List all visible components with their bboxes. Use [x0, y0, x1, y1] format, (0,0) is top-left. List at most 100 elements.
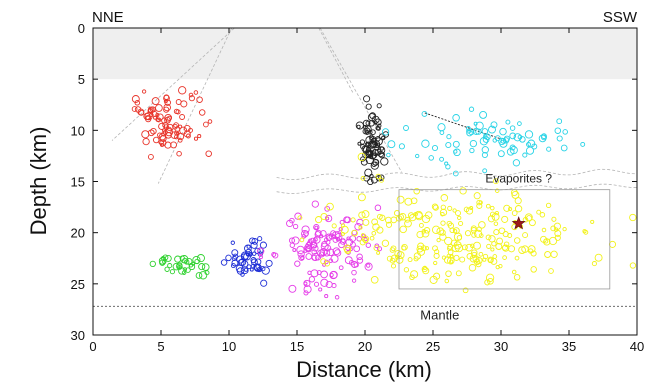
data-point	[433, 260, 438, 266]
data-point	[179, 126, 188, 135]
data-point	[424, 246, 429, 251]
data-point	[479, 110, 488, 119]
data-point	[466, 253, 474, 260]
data-point	[164, 128, 174, 137]
data-point	[166, 123, 174, 132]
data-point	[452, 227, 460, 235]
data-point	[308, 276, 316, 283]
data-point	[297, 215, 303, 221]
data-point	[351, 278, 357, 283]
data-point	[359, 239, 366, 246]
data-point	[180, 255, 189, 264]
data-point	[446, 134, 452, 140]
data-point	[245, 252, 250, 257]
data-point	[163, 94, 170, 102]
data-point	[303, 285, 312, 294]
data-point	[334, 295, 340, 300]
data-point	[188, 263, 196, 271]
data-point	[225, 254, 232, 262]
data-point	[530, 266, 537, 273]
data-point	[496, 237, 504, 245]
data-point	[175, 99, 182, 105]
data-point	[350, 217, 356, 223]
data-point	[541, 227, 547, 233]
series-5	[257, 200, 383, 300]
data-point	[445, 270, 452, 277]
data-point	[320, 278, 329, 287]
data-point	[445, 141, 452, 149]
data-point	[271, 252, 277, 257]
data-point	[562, 129, 568, 135]
data-point	[421, 110, 428, 117]
data-point	[260, 279, 268, 287]
x-tick-label: 0	[89, 339, 96, 354]
data-point	[256, 266, 263, 273]
evaporite-top-line	[276, 168, 638, 181]
data-point	[456, 235, 463, 241]
data-point	[556, 118, 563, 125]
data-point	[351, 261, 358, 268]
data-point	[351, 269, 357, 276]
data-point	[376, 103, 382, 109]
data-point	[230, 240, 235, 245]
data-point	[324, 244, 332, 252]
data-point	[494, 210, 500, 216]
data-point	[291, 236, 300, 245]
data-point	[431, 203, 439, 210]
data-point	[177, 137, 183, 143]
data-point	[476, 202, 483, 209]
data-point	[185, 133, 191, 139]
data-point	[550, 225, 557, 232]
data-point	[452, 140, 460, 148]
data-point	[424, 211, 433, 219]
data-point	[506, 147, 515, 156]
data-point	[404, 219, 412, 228]
data-point	[378, 177, 385, 183]
data-point	[346, 236, 351, 241]
data-point	[257, 247, 265, 255]
data-point	[236, 267, 245, 275]
data-point	[455, 270, 462, 277]
data-point	[370, 129, 376, 136]
data-point	[195, 272, 203, 279]
data-point	[362, 218, 370, 226]
data-point	[344, 247, 352, 254]
data-point	[476, 199, 482, 206]
data-point	[553, 222, 562, 230]
data-point	[403, 267, 410, 273]
data-point	[149, 260, 156, 268]
data-point	[466, 126, 471, 131]
data-point	[365, 103, 372, 110]
data-point	[163, 103, 171, 112]
series-0	[131, 86, 213, 160]
y-tick-label: 20	[71, 226, 85, 241]
data-point	[379, 214, 386, 221]
data-point	[364, 127, 371, 134]
data-point	[362, 145, 371, 154]
data-point	[513, 133, 522, 142]
data-point	[560, 144, 568, 152]
data-point	[421, 214, 431, 224]
data-point	[324, 205, 331, 212]
data-point	[381, 239, 390, 247]
guide-line	[111, 27, 235, 141]
chart-labels: NNE SSW Distance (km) Depth (km) Evapori…	[26, 9, 638, 382]
data-point	[431, 144, 439, 152]
data-point	[530, 250, 537, 257]
data-point	[288, 284, 297, 293]
data-point	[372, 223, 380, 231]
data-point	[343, 244, 352, 253]
data-point	[514, 197, 522, 205]
data-point	[380, 157, 389, 166]
data-point	[250, 257, 257, 264]
data-point	[158, 122, 166, 130]
data-point	[248, 252, 253, 257]
data-point	[511, 269, 517, 275]
data-point	[509, 132, 517, 140]
data-point	[365, 242, 371, 248]
right-direction-label: SSW	[603, 9, 638, 26]
data-point	[459, 187, 467, 195]
data-point	[288, 237, 296, 244]
data-point	[240, 266, 249, 275]
data-point	[517, 134, 523, 140]
